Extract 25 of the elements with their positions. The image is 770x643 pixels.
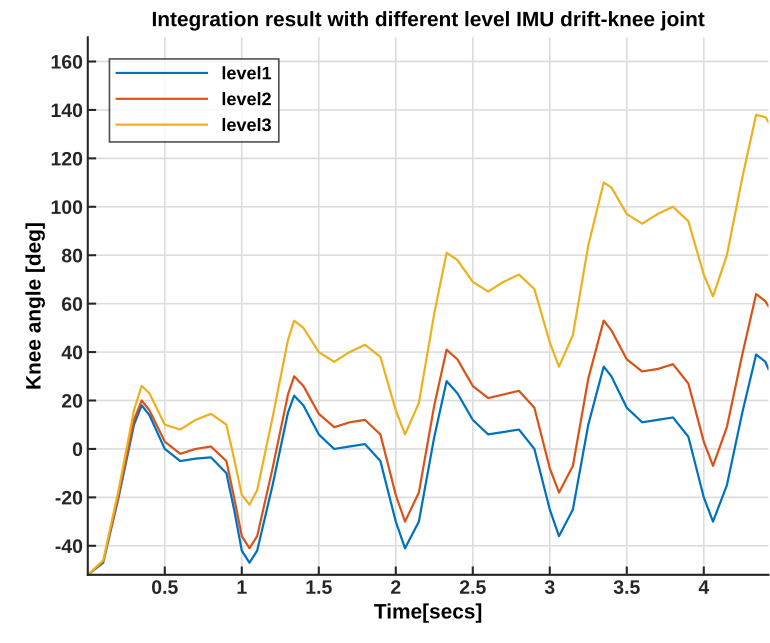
- chart-title: Integration result with different level IMU drift-knee joint: [152, 11, 705, 31]
- x-tick-label: 2.5: [460, 580, 486, 594]
- legend-label: level2: [222, 92, 271, 106]
- x-axis-title: Time[secs]: [374, 603, 482, 623]
- y-tick-label: 100: [52, 200, 82, 214]
- y-tick-label: -40: [56, 539, 82, 554]
- x-tick-label: 0.5: [152, 580, 178, 594]
- y-tick-label: 20: [62, 394, 82, 408]
- y-axis-title: Knee angle [deg]: [25, 223, 45, 389]
- x-tick-label: 4: [698, 580, 710, 594]
- y-tick-label: 0: [72, 442, 82, 456]
- y-tick-label: 140: [52, 103, 82, 118]
- y-tick-label: -20: [56, 490, 82, 505]
- y-tick-label: 80: [62, 248, 82, 262]
- x-tick-label: 1.5: [306, 580, 332, 594]
- x-tick-label: 3: [544, 580, 554, 594]
- y-tick-label: 160: [52, 54, 82, 69]
- y-tick-label: 40: [62, 346, 82, 360]
- legend-label: level1: [222, 66, 272, 80]
- legend-label: level3: [222, 118, 271, 132]
- y-tick-label: 120: [52, 152, 82, 166]
- x-tick-label: 2: [391, 580, 400, 594]
- x-tick-label: 3.5: [614, 580, 640, 594]
- y-tick-label: 60: [62, 297, 82, 311]
- x-tick-label: 1: [238, 580, 247, 594]
